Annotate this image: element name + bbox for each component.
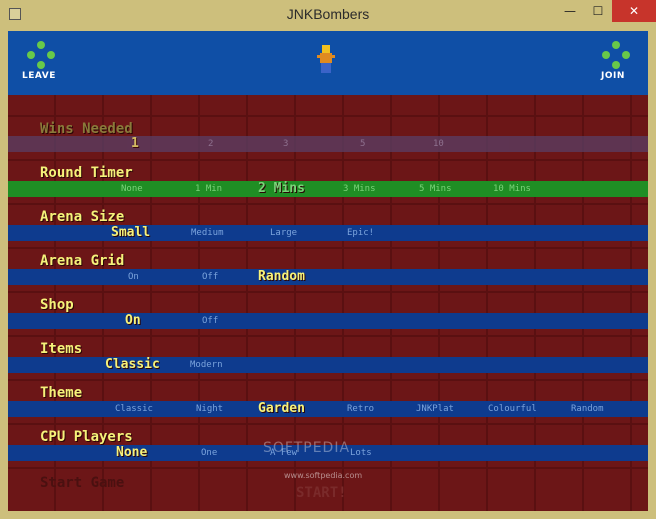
setting-title: Round Timer	[40, 165, 133, 181]
option-modern[interactable]: Modern	[190, 360, 223, 370]
settings-menu: Wins Needed 1 2 3 5 10 Round Timer None …	[8, 95, 648, 511]
player-sprite-icon	[317, 45, 335, 81]
setting-title: Shop	[40, 297, 74, 313]
setting-title: Arena Size	[40, 209, 125, 225]
option-off[interactable]: Off	[202, 272, 219, 282]
setting-title: Wins Needed	[40, 121, 133, 137]
option-2[interactable]: 2	[208, 139, 214, 149]
option-bar: On Off	[8, 313, 648, 329]
game-area: LEAVE JOIN Wins Needed 1 2 3 5 10	[8, 31, 648, 511]
option-bar: None 1 Min 2 Mins 3 Mins 5 Mins 10 Mins	[8, 181, 648, 197]
setting-title: Items	[40, 341, 83, 357]
gamepad-icon	[27, 41, 55, 69]
option-bar: None One A Few Lots	[8, 445, 648, 461]
option-random[interactable]: Random	[571, 404, 604, 414]
option-small[interactable]: Small	[111, 225, 151, 240]
option-classic[interactable]: Classic	[105, 357, 160, 372]
option-colourful[interactable]: Colourful	[488, 404, 537, 414]
option-night[interactable]: Night	[196, 404, 224, 414]
option-1[interactable]: 1	[131, 136, 139, 151]
gamepad-icon	[602, 41, 630, 69]
option-off[interactable]: Off	[202, 316, 219, 326]
watermark-url: www.softpedia.com	[284, 471, 363, 480]
start-button[interactable]: START!	[296, 485, 347, 501]
option-random[interactable]: Random	[258, 269, 305, 284]
option-large[interactable]: Large	[270, 228, 298, 238]
minimize-button[interactable]: —	[564, 4, 576, 18]
leave-button[interactable]: LEAVE	[22, 71, 56, 81]
option-medium[interactable]: Medium	[191, 228, 224, 238]
brick-background	[8, 95, 648, 511]
option-5-mins[interactable]: 5 Mins	[419, 184, 452, 194]
option-2-mins[interactable]: 2 Mins	[258, 181, 305, 196]
option-1-min[interactable]: 1 Min	[195, 184, 223, 194]
option-one[interactable]: One	[201, 448, 218, 458]
option-jnkplat[interactable]: JNKPlat	[416, 404, 454, 414]
option-bar: Classic Night Garden Retro JNKPlat Colou…	[8, 401, 648, 417]
close-button[interactable]: ✕	[612, 0, 656, 22]
option-none[interactable]: None	[121, 184, 143, 194]
option-classic[interactable]: Classic	[115, 404, 153, 414]
option-lots[interactable]: Lots	[350, 448, 372, 458]
option-bar: Small Medium Large Epic!	[8, 225, 648, 241]
app-icon	[9, 8, 21, 20]
option-bar: On Off Random	[8, 269, 648, 285]
setting-title: CPU Players	[40, 429, 133, 445]
option-10[interactable]: 10	[433, 139, 444, 149]
setting-title: Theme	[40, 385, 83, 401]
option-a-few[interactable]: A Few	[270, 448, 298, 458]
maximize-button[interactable]: ☐	[592, 4, 604, 18]
option-none[interactable]: None	[116, 445, 148, 460]
setting-title: Start Game	[40, 475, 125, 491]
option-3[interactable]: 3	[283, 139, 289, 149]
option-garden[interactable]: Garden	[258, 401, 305, 416]
option-bar: 1 2 3 5 10	[8, 136, 648, 152]
option-10-mins[interactable]: 10 Mins	[493, 184, 531, 194]
option-bar: Classic Modern	[8, 357, 648, 373]
setting-title: Arena Grid	[40, 253, 125, 269]
option-epic[interactable]: Epic!	[347, 228, 375, 238]
title-bar[interactable]: JNKBombers — ☐ ✕	[0, 0, 656, 31]
watermark: SOFTPEDIA	[263, 440, 351, 456]
option-5[interactable]: 5	[360, 139, 366, 149]
option-retro[interactable]: Retro	[347, 404, 375, 414]
join-button[interactable]: JOIN	[601, 71, 625, 81]
window-title: JNKBombers	[286, 6, 370, 22]
option-on[interactable]: On	[125, 313, 141, 328]
option-on[interactable]: On	[128, 272, 139, 282]
option-3-mins[interactable]: 3 Mins	[343, 184, 376, 194]
player-bar: LEAVE JOIN	[8, 31, 648, 95]
